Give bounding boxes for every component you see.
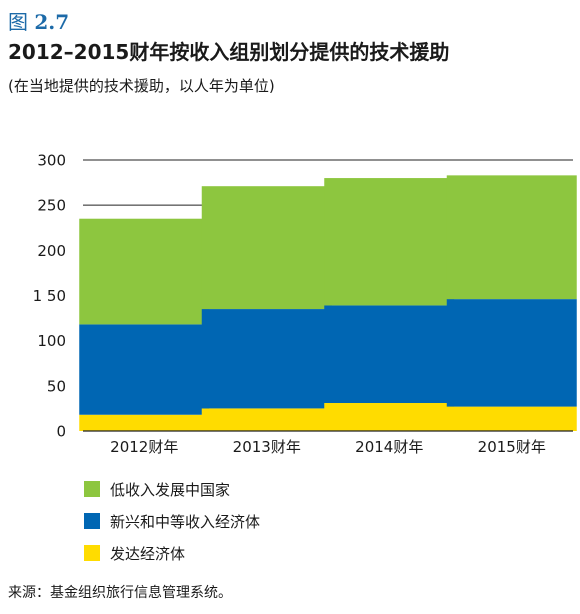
bar-2-series-2 [201, 309, 332, 409]
bar-4-series-3 [446, 175, 577, 300]
y-tick-label: 200 [37, 242, 66, 260]
legend-label: 新兴和中等收入经济体 [110, 512, 261, 531]
bar-1-series-1 [79, 414, 210, 431]
x-tick-label: 2014财年 [355, 438, 423, 456]
legend-item: 发达经济体 [84, 537, 260, 569]
bar-1-series-2 [79, 324, 210, 415]
source-note: 来源：基金组织旅行信息管理系统。 [8, 585, 232, 601]
y-tick-label: 100 [37, 332, 66, 350]
bar-3-series-2 [324, 305, 455, 403]
legend-item: 低收入发展中国家 [84, 473, 260, 505]
bar-4-series-2 [446, 299, 577, 407]
bar-4-series-1 [446, 406, 577, 431]
stacked-bar-chart: 0 50 100 1 50 200 250 300 2012财年 2013财年 2014财年 201… [33, 152, 577, 456]
legend-swatch [84, 481, 100, 497]
legend-label: 发达经济体 [110, 544, 186, 563]
bar-3-series-1 [324, 402, 455, 431]
y-tick-label: 50 [47, 377, 66, 395]
figure-number: 图 2.7 [8, 6, 69, 35]
bar-3-series-3 [324, 178, 455, 306]
legend-swatch [84, 513, 100, 529]
bar-2-series-3 [201, 186, 332, 310]
legend-label: 低收入发展中国家 [110, 480, 231, 499]
legend-swatch [84, 545, 100, 561]
y-tick-label: 0 [56, 423, 66, 441]
chart-title: 2012–2015财年按收入组别划分提供的技术援助 [8, 40, 450, 64]
y-tick-label: 1 50 [33, 287, 66, 305]
bar-1-series-3 [79, 218, 210, 325]
x-tick-label: 2013财年 [233, 438, 301, 456]
x-tick-label: 2015财年 [478, 438, 546, 456]
figure-number-value: 2.7 [34, 10, 70, 34]
x-tick-label: 2012财年 [110, 438, 178, 456]
chart-subtitle: (在当地提供的技术援助，以人年为单位) [8, 77, 275, 95]
bar-2-series-1 [201, 408, 332, 431]
figure-prefix: 图 [8, 10, 28, 34]
y-tick-label: 250 [37, 197, 66, 215]
legend-item: 新兴和中等收入经济体 [84, 505, 260, 537]
y-tick-label: 300 [37, 152, 66, 170]
legend: 低收入发展中国家新兴和中等收入经济体 发达经济体 [84, 473, 260, 569]
